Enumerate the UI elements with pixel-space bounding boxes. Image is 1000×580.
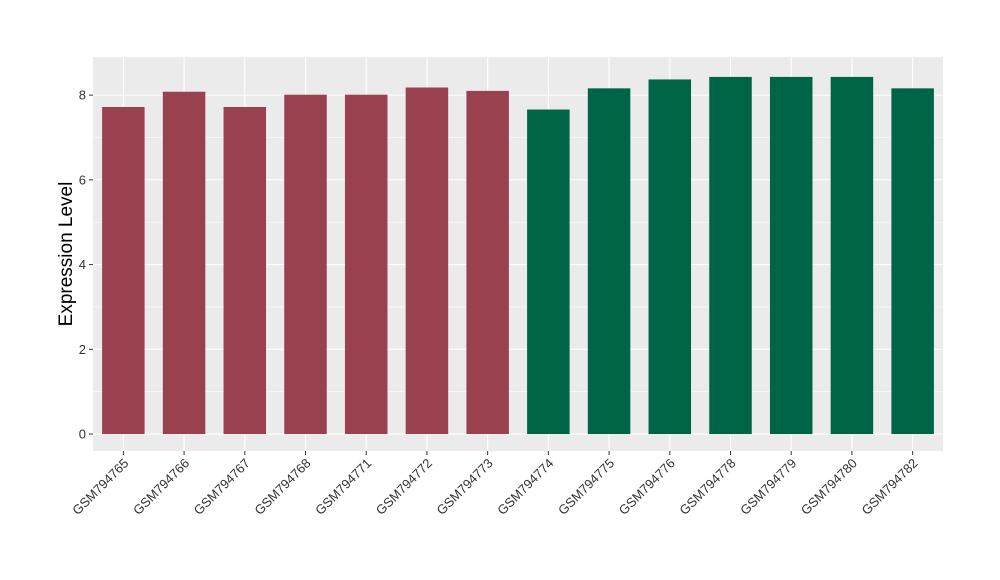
bar-GSM794780	[830, 76, 874, 435]
x-tick-label: GSM794773	[434, 456, 496, 518]
bar-GSM794782	[891, 88, 934, 435]
x-tick-label: GSM794768	[251, 456, 313, 518]
x-tick-label: GSM794766	[130, 456, 192, 518]
bars	[102, 76, 934, 435]
bar-GSM794768	[284, 94, 327, 435]
bar-GSM794772	[405, 87, 449, 435]
x-tick-label: GSM794765	[69, 456, 131, 518]
y-tick-label: 8	[79, 88, 86, 103]
y-tick-label: 2	[79, 342, 86, 357]
bar-GSM794775	[587, 88, 631, 435]
y-tick-label: 4	[79, 257, 86, 272]
x-tick-label: GSM794767	[191, 456, 253, 518]
bar-GSM794773	[466, 90, 509, 435]
bar-GSM794767	[223, 106, 267, 435]
x-axis: GSM794765GSM794766GSM794767GSM794768GSM7…	[69, 451, 921, 518]
x-tick-label: GSM794771	[312, 456, 374, 518]
bar-GSM794765	[102, 106, 145, 435]
x-tick-label: GSM794775	[555, 456, 617, 518]
y-axis: 0 2 4 6 8	[79, 88, 93, 442]
x-tick-label: GSM794772	[373, 456, 435, 518]
bar-GSM794779	[769, 76, 813, 435]
bar-GSM794776	[648, 79, 692, 435]
y-tick-label: 6	[79, 172, 86, 187]
x-tick-label: GSM794779	[737, 456, 799, 518]
bar-GSM794774	[527, 109, 570, 435]
bar-GSM794778	[709, 76, 752, 435]
x-tick-label: GSM794778	[676, 456, 738, 518]
x-tick-label: GSM794782	[859, 456, 921, 518]
bar-GSM794766	[162, 91, 206, 435]
x-tick-label: GSM794780	[798, 456, 860, 518]
y-tick-label: 0	[79, 427, 86, 442]
x-tick-label: GSM794774	[494, 456, 556, 518]
y-axis-title: Expression Level	[56, 182, 77, 327]
bar-GSM794771	[344, 94, 388, 435]
x-tick-label: GSM794776	[616, 456, 678, 518]
